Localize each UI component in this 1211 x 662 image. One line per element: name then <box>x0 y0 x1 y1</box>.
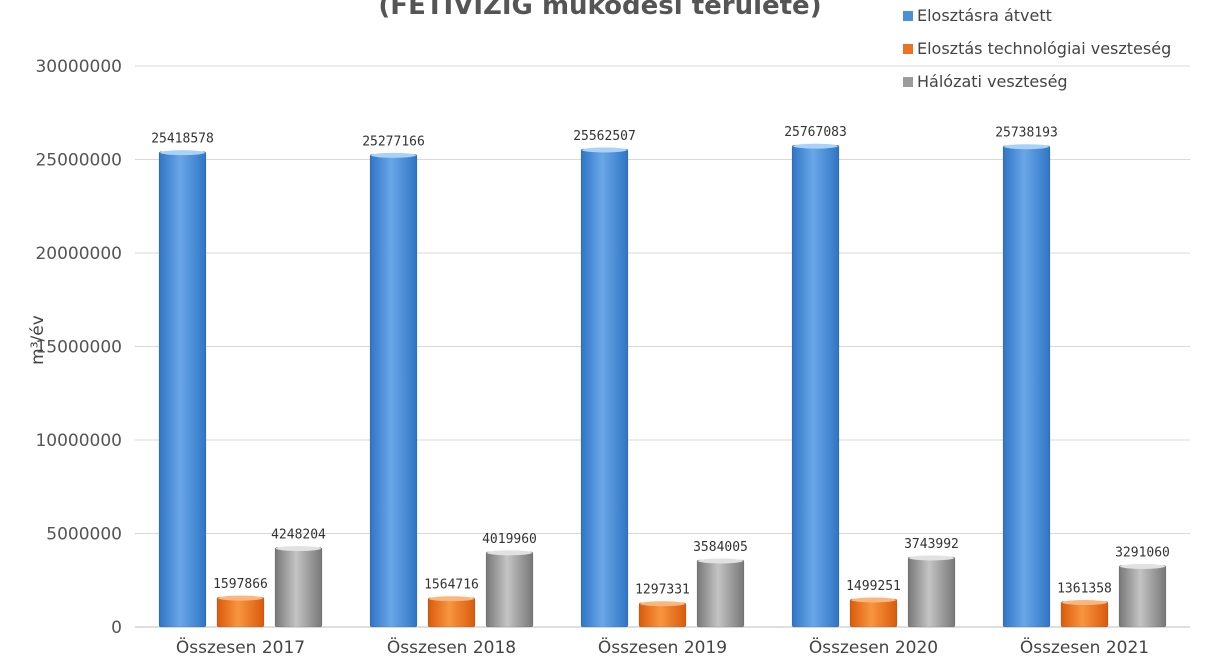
x-category-label: Összesen 2021 <box>1020 636 1149 658</box>
data-label: 1499251 <box>846 579 901 594</box>
legend-item-label: Elosztás technológiai veszteség <box>917 39 1171 58</box>
data-label: 25738193 <box>995 126 1058 141</box>
bar-top-cap <box>429 596 474 602</box>
chart-title: (FETIVIZIG működési területe) <box>378 0 821 21</box>
bar <box>580 148 629 628</box>
bar-top-cap <box>909 555 954 561</box>
bar <box>907 556 956 628</box>
bar-top-cap <box>276 546 321 552</box>
data-label: 1297331 <box>635 583 690 598</box>
legend-swatch <box>903 77 913 87</box>
x-category-label: Összesen 2020 <box>809 636 938 658</box>
data-label: 4019960 <box>482 532 537 547</box>
bar-top-cap <box>698 558 743 564</box>
bar-top-cap <box>1062 600 1107 606</box>
bar-top-cap <box>1120 563 1165 569</box>
bar-top-cap <box>160 150 205 156</box>
bar-top-cap <box>582 147 627 153</box>
bar <box>158 151 207 628</box>
bar <box>849 598 898 628</box>
bar <box>216 596 265 628</box>
x-category-label: Összesen 2018 <box>387 636 516 658</box>
y-axis-label: m³/év <box>28 315 48 365</box>
data-label: 3743992 <box>904 537 959 552</box>
bar <box>1060 601 1109 628</box>
data-label: 1361358 <box>1057 582 1112 597</box>
data-label: 4248204 <box>271 528 326 543</box>
data-label: 1597866 <box>213 577 268 592</box>
x-category-label: Összesen 2017 <box>176 636 305 658</box>
legend-swatch <box>903 44 913 54</box>
y-axis-ticks: 0 5000000 10000000 15000000 20000000 25000000… <box>35 57 122 638</box>
legend-item-label: Hálózati veszteség <box>917 72 1068 91</box>
data-label: 25277166 <box>362 134 425 149</box>
legend-item-label: Elosztásra átvett <box>917 6 1052 25</box>
bar-top-cap <box>218 595 263 601</box>
bar-top-cap <box>793 143 838 149</box>
bar <box>427 597 476 628</box>
bar <box>369 154 418 628</box>
data-label: 25418578 <box>151 132 214 147</box>
bar <box>1002 145 1051 628</box>
data-labels: 25418578 1597866 4248204 25277166 1564716 401… <box>151 125 1170 598</box>
bar <box>485 551 534 628</box>
bar-top-cap <box>640 601 685 607</box>
bar <box>638 602 687 628</box>
bar <box>1118 565 1167 628</box>
bar-top-cap <box>1004 144 1049 150</box>
data-label: 25767083 <box>784 125 847 140</box>
legend: Elosztásra átvett Elosztás technológiai v… <box>903 6 1171 91</box>
y-tick-label: 15000000 <box>35 338 122 358</box>
bar-top-cap <box>487 550 532 556</box>
x-category-label: Összesen 2019 <box>598 636 727 658</box>
data-label: 3584005 <box>693 540 748 555</box>
y-tick-label: 20000000 <box>35 244 122 264</box>
data-label: 1564716 <box>424 578 479 593</box>
bar <box>791 144 840 628</box>
y-tick-label: 30000000 <box>35 57 122 77</box>
legend-swatch <box>903 11 913 21</box>
y-tick-label: 0 <box>111 618 122 638</box>
y-tick-label: 25000000 <box>35 151 122 171</box>
y-tick-label: 10000000 <box>35 431 122 451</box>
bar <box>696 559 745 628</box>
data-label: 3291060 <box>1115 545 1170 560</box>
bar-top-cap <box>371 152 416 158</box>
data-label: 25562507 <box>573 129 636 144</box>
bar <box>274 547 323 628</box>
bar-top-cap <box>851 597 896 603</box>
bars <box>158 143 1167 628</box>
y-tick-label: 5000000 <box>46 525 122 545</box>
x-axis-categories: Összesen 2017 Összesen 2018 Összesen 2019 Ö… <box>176 636 1149 658</box>
